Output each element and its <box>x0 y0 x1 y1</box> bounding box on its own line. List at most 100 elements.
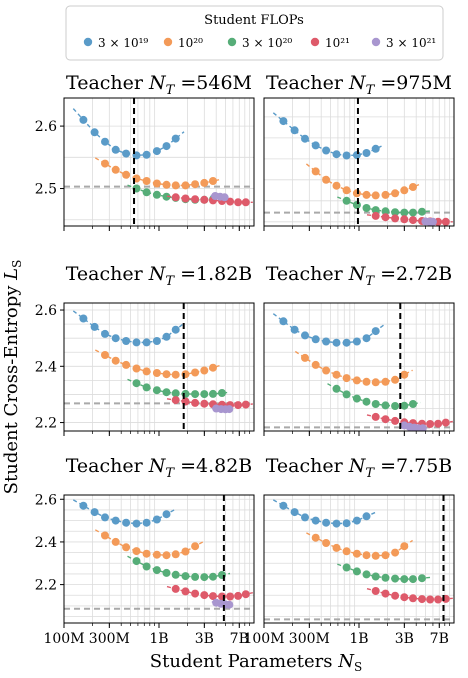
data-point <box>142 338 151 347</box>
legend-entry: 3 × 10¹⁹ <box>83 36 148 50</box>
plot-area <box>72 499 253 609</box>
data-point <box>381 551 390 560</box>
data-point <box>381 377 390 386</box>
data-point <box>209 592 217 601</box>
data-point <box>352 337 361 346</box>
data-point <box>171 584 180 593</box>
x-tick-label: 100M <box>43 631 84 647</box>
data-point <box>111 537 120 546</box>
legend-entry: 3 × 10²¹ <box>371 36 436 50</box>
fit-line <box>127 555 231 578</box>
data-point <box>209 389 217 398</box>
data-point <box>101 137 109 146</box>
subplot: Teacher NT =4.82B 2.2 2.4 2.6 100M 300M 1B 3B 7B <box>35 455 255 647</box>
series <box>306 532 414 560</box>
data-point <box>418 424 427 431</box>
legend-entry: 10²⁰ <box>163 36 203 50</box>
data-point <box>322 518 331 527</box>
data-point <box>322 366 331 375</box>
data-point <box>200 366 209 375</box>
data-point <box>101 513 109 522</box>
subplot-title: Teacher NT =4.82B <box>66 455 253 481</box>
data-point <box>426 595 435 604</box>
data-point <box>241 198 250 207</box>
data-point <box>101 159 109 168</box>
subplot-title: Teacher NT =1.82B <box>66 263 253 289</box>
y-tick-label: 2.5 <box>35 182 57 198</box>
data-point <box>171 396 180 405</box>
data-point <box>152 369 161 377</box>
data-point <box>122 543 131 552</box>
data-point <box>152 550 161 559</box>
data-point <box>181 181 190 190</box>
data-point <box>171 134 180 143</box>
subplot-title: Teacher NT =975M <box>266 72 452 98</box>
data-point <box>371 412 380 421</box>
subplot: Teacher NT =975M <box>263 72 455 231</box>
data-point <box>171 550 180 559</box>
data-point <box>362 190 371 199</box>
data-point <box>362 204 371 212</box>
y-tick-label: 2.2 <box>35 578 57 594</box>
data-point <box>171 325 180 334</box>
data-point <box>234 401 243 410</box>
data-point <box>371 206 380 215</box>
legend-items: 3 × 10¹⁹ 10²⁰ 3 × 10²⁰ 10²¹ 3 × 10²¹ <box>83 36 436 50</box>
data-point <box>132 557 141 566</box>
data-point <box>434 595 443 604</box>
legend-frame <box>65 5 444 61</box>
series <box>294 350 413 387</box>
series <box>211 598 234 609</box>
data-point <box>181 389 190 398</box>
data-point <box>311 335 320 344</box>
data-point <box>142 562 151 571</box>
legend-marker <box>83 37 93 47</box>
x-tick-label: 1B <box>149 631 168 647</box>
data-point <box>209 572 217 581</box>
data-point <box>122 170 131 179</box>
data-point <box>241 590 250 599</box>
data-point <box>352 151 361 160</box>
data-point <box>371 587 380 595</box>
data-point <box>234 591 243 600</box>
x-tick-label: 1B <box>349 631 368 647</box>
data-point <box>79 314 88 323</box>
data-point <box>142 177 151 185</box>
y-tick-label: 2.6 <box>35 492 57 508</box>
plot-area <box>272 499 453 604</box>
data-point <box>371 551 380 560</box>
data-point <box>342 186 351 195</box>
data-point <box>200 399 209 408</box>
data-point <box>290 126 299 135</box>
data-point <box>362 397 371 406</box>
data-point <box>342 547 351 556</box>
subplot-grid: Teacher NT =546M 2.5 2.6 Teacher NT =975M Te… <box>35 72 455 647</box>
data-point <box>181 397 190 406</box>
data-point <box>279 501 288 510</box>
data-point <box>225 405 234 414</box>
series <box>166 584 253 601</box>
plot-area <box>272 313 453 431</box>
data-point <box>279 317 288 326</box>
data-point <box>171 193 180 202</box>
x-tick-label: 7B <box>230 631 249 647</box>
series <box>94 529 205 560</box>
series <box>399 421 427 431</box>
data-point <box>132 364 141 373</box>
data-point <box>171 389 180 398</box>
data-point <box>132 519 141 528</box>
data-point <box>209 177 217 185</box>
x-tick-label: 3B <box>195 631 214 647</box>
data-point <box>152 566 161 575</box>
data-point <box>152 147 161 156</box>
data-point <box>409 208 417 217</box>
data-point <box>301 353 309 362</box>
data-point <box>400 208 409 217</box>
series <box>127 378 231 399</box>
data-point <box>79 501 88 510</box>
data-point <box>362 334 371 343</box>
data-point <box>362 551 371 560</box>
data-point <box>162 551 171 560</box>
series <box>366 587 453 604</box>
